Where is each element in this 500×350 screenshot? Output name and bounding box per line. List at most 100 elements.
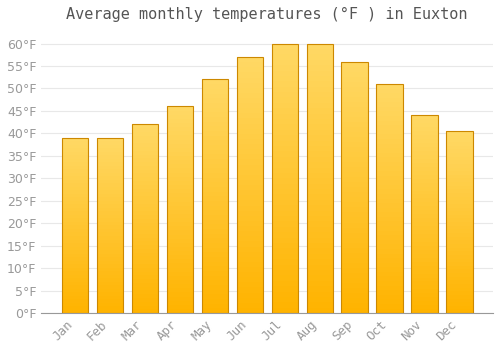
Bar	[412, 289, 438, 293]
Bar	[97, 152, 123, 155]
Bar	[306, 248, 332, 254]
Bar	[236, 236, 263, 242]
Bar	[62, 278, 88, 281]
Bar	[342, 147, 367, 152]
Bar	[342, 223, 367, 228]
Bar	[236, 211, 263, 216]
Bar	[62, 138, 88, 313]
Bar	[236, 241, 263, 246]
Bar	[272, 184, 298, 189]
Bar	[342, 87, 367, 92]
Bar	[166, 193, 193, 197]
Bar	[446, 226, 472, 229]
Bar	[342, 233, 367, 238]
Bar	[306, 281, 332, 286]
Bar	[412, 297, 438, 301]
Bar	[166, 106, 193, 111]
Bar	[446, 240, 472, 244]
Bar	[202, 248, 228, 252]
Bar	[202, 168, 228, 173]
Bar	[272, 297, 298, 302]
Bar	[62, 264, 88, 267]
Bar	[202, 257, 228, 262]
Bar	[166, 234, 193, 239]
Bar	[412, 214, 438, 218]
Bar	[412, 175, 438, 179]
Bar	[97, 222, 123, 225]
Bar	[202, 215, 228, 220]
Bar	[342, 162, 367, 167]
Bar	[446, 280, 472, 284]
Bar	[446, 255, 472, 259]
Bar	[446, 193, 472, 197]
Bar	[446, 306, 472, 309]
Bar	[62, 267, 88, 271]
Bar	[342, 278, 367, 283]
Bar	[62, 229, 88, 232]
Bar	[446, 131, 472, 135]
Bar	[132, 287, 158, 290]
Bar	[342, 142, 367, 147]
Bar	[166, 111, 193, 115]
Bar	[62, 225, 88, 229]
Bar	[166, 140, 193, 144]
Bar	[202, 229, 228, 234]
Bar	[412, 226, 438, 230]
Bar	[132, 238, 158, 241]
Bar	[202, 163, 228, 168]
Bar	[412, 135, 438, 139]
Bar	[97, 208, 123, 211]
Bar	[342, 122, 367, 127]
Bar	[412, 116, 438, 313]
Bar	[272, 76, 298, 81]
Bar	[412, 116, 438, 119]
Bar	[166, 255, 193, 259]
Bar	[412, 250, 438, 254]
Bar	[272, 43, 298, 49]
Bar	[306, 222, 332, 227]
Bar	[342, 117, 367, 122]
Bar	[202, 84, 228, 89]
Bar	[272, 308, 298, 313]
Bar	[62, 176, 88, 180]
Bar	[97, 274, 123, 278]
Bar	[342, 137, 367, 142]
Bar	[236, 272, 263, 277]
Bar	[306, 238, 332, 243]
Bar	[97, 253, 123, 257]
Bar	[132, 302, 158, 306]
Bar	[62, 194, 88, 197]
Bar	[236, 139, 263, 144]
Bar	[342, 308, 367, 313]
Bar	[446, 259, 472, 262]
Bar	[376, 212, 402, 217]
Bar	[132, 170, 158, 174]
Bar	[412, 270, 438, 274]
Bar	[236, 246, 263, 252]
Bar	[376, 304, 402, 308]
Bar	[132, 219, 158, 223]
Bar	[272, 81, 298, 87]
Bar	[376, 171, 402, 176]
Bar	[202, 206, 228, 210]
Bar	[342, 202, 367, 208]
Bar	[446, 222, 472, 226]
Bar	[202, 173, 228, 177]
Bar	[236, 93, 263, 98]
Bar	[272, 135, 298, 141]
Bar	[236, 303, 263, 308]
Bar	[236, 252, 263, 257]
Bar	[376, 84, 402, 313]
Bar	[272, 141, 298, 146]
Bar	[132, 162, 158, 166]
Bar	[97, 138, 123, 313]
Bar	[342, 208, 367, 212]
Bar	[446, 277, 472, 280]
Bar	[166, 189, 193, 193]
Bar	[306, 151, 332, 157]
Bar	[202, 131, 228, 135]
Bar	[236, 154, 263, 160]
Bar	[272, 162, 298, 168]
Bar	[272, 286, 298, 292]
Bar	[132, 196, 158, 200]
